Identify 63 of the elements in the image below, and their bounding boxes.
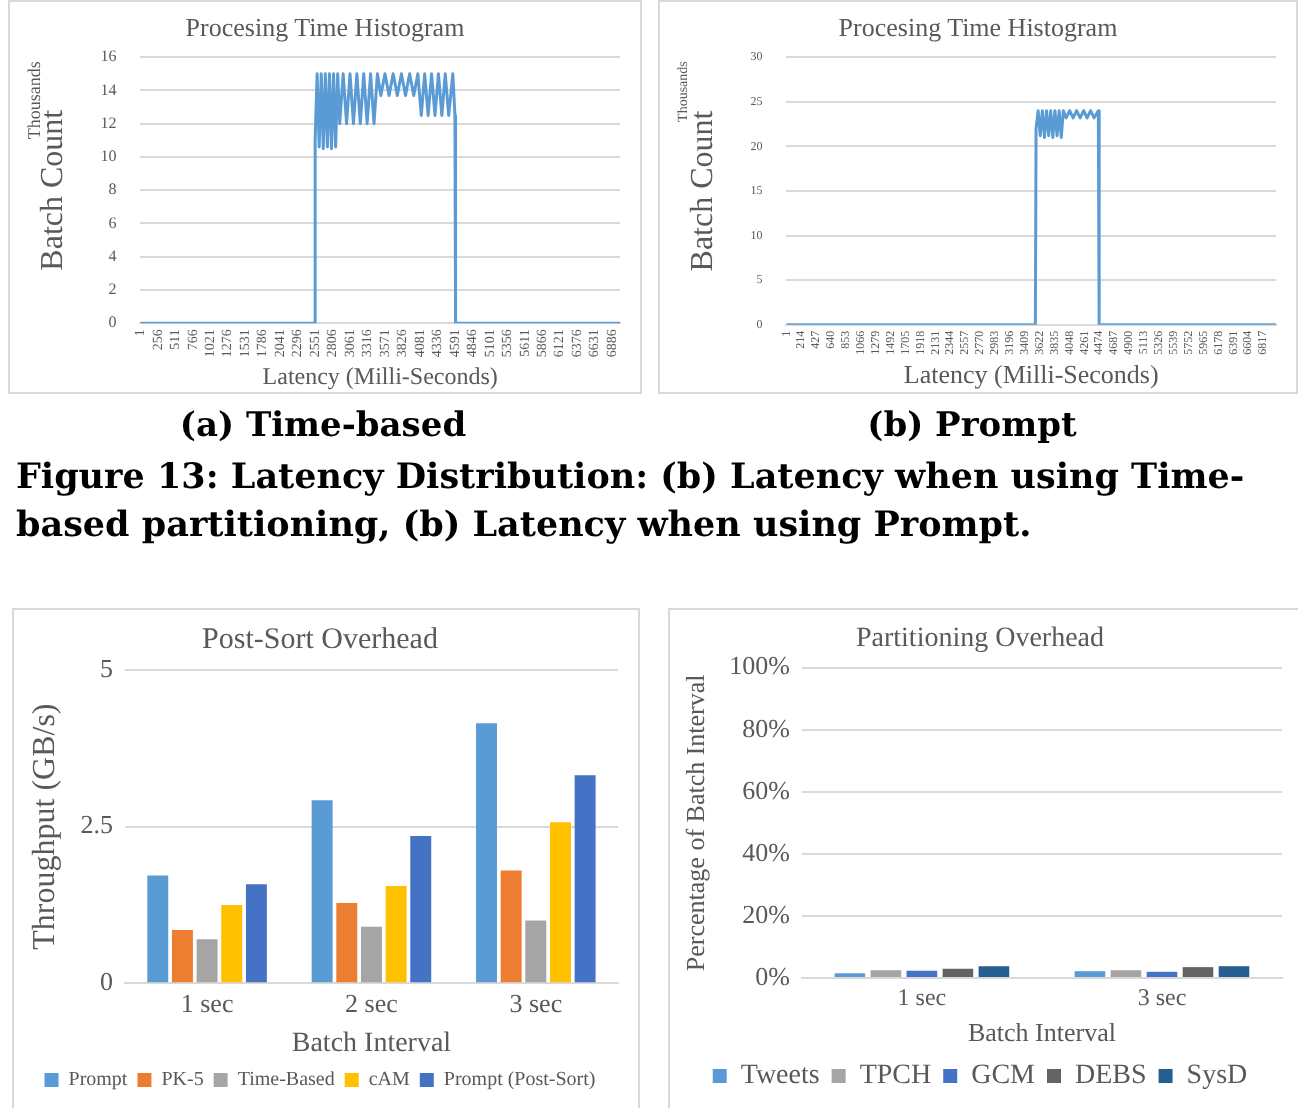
y-tick-label: 8	[108, 180, 117, 199]
y-tick-label: 0%	[755, 960, 791, 991]
y-tick-label: 100%	[729, 650, 791, 681]
x-tick-label: 2 sec	[345, 987, 399, 1018]
legend-label: cAM	[368, 1069, 411, 1092]
x-axis-title: Latency (Milli-Seconds)	[903, 359, 1159, 390]
chart-title: Procesing Time Histogram	[838, 12, 1118, 43]
y-tick-label: 40%	[742, 836, 791, 867]
y-tick-label: 2.5	[80, 809, 113, 840]
bar	[549, 822, 571, 983]
y-tick-label: 14	[100, 80, 117, 99]
bar	[196, 939, 218, 983]
bar	[525, 920, 547, 983]
legend-label: Tweets	[740, 1061, 820, 1092]
y-tick-label: 16	[100, 47, 117, 66]
legend-label: Prompt (Post-Sort)	[443, 1069, 596, 1092]
y-tick-label: 10	[100, 147, 117, 166]
chart-title: Partitioning Overhead	[855, 624, 1105, 655]
bar	[245, 884, 267, 983]
y-tick-label: 5	[99, 652, 113, 683]
bar	[147, 875, 169, 983]
y-tick-label: 2	[108, 280, 117, 299]
legend-label: DEBS	[1075, 1061, 1147, 1092]
y-tick-label: 0	[99, 966, 113, 997]
legend-label: SysD	[1186, 1061, 1248, 1092]
x-tick-label: 1 sec	[897, 982, 947, 1011]
legend-label: TPCH	[859, 1061, 932, 1092]
caption: Figure 13: Latency Distribution: (b) Latency when using Time-based partitioning, (b) Latency when using Prompt.	[14, 456, 1247, 550]
y-tick-label: 0	[108, 313, 117, 332]
x-tick-label: 3 sec	[509, 987, 563, 1018]
chart-title: Procesing Time Histogram	[185, 12, 465, 43]
bar	[500, 870, 522, 983]
bar	[171, 929, 193, 983]
y-axis-title: Batch Count	[685, 109, 720, 272]
bar	[410, 836, 432, 983]
y-tick-label: 20%	[742, 898, 791, 929]
bar	[476, 723, 497, 983]
bar	[360, 926, 382, 983]
y-axis-title: Throughput (GB/s)	[27, 703, 62, 950]
chart-title: Post-Sort Overhead	[202, 623, 439, 656]
y-tick-label: 4	[108, 246, 117, 265]
x-tick-label: 3 sec	[1137, 982, 1187, 1011]
bar	[311, 800, 333, 983]
x-tick-label: 1 sec	[180, 987, 234, 1018]
legend-label: Prompt	[68, 1069, 128, 1092]
legend-label: GCM	[971, 1061, 1037, 1092]
x-axis-title: Batch Interval	[291, 1028, 452, 1059]
text: (a) Time-based	[177, 406, 469, 446]
y-tick-label: 12	[100, 113, 117, 132]
x-axis-title: Latency (Milli-Seconds)	[262, 361, 498, 390]
legend-label: PK-5	[161, 1069, 204, 1092]
bar	[385, 886, 407, 983]
legend-label: Time-Based	[237, 1069, 335, 1092]
text: Thousands	[23, 60, 44, 140]
text: (b) Prompt	[865, 406, 1079, 446]
y-axis-title: Percentage of Batch Interval	[680, 673, 711, 972]
x-axis-title: Batch Interval	[967, 1017, 1117, 1048]
bar	[574, 775, 596, 983]
y-tick-label: 6	[108, 213, 117, 232]
bar	[221, 904, 243, 983]
y-tick-label: 60%	[742, 774, 791, 805]
bar	[336, 903, 358, 983]
y-tick-label: 80%	[742, 712, 791, 743]
